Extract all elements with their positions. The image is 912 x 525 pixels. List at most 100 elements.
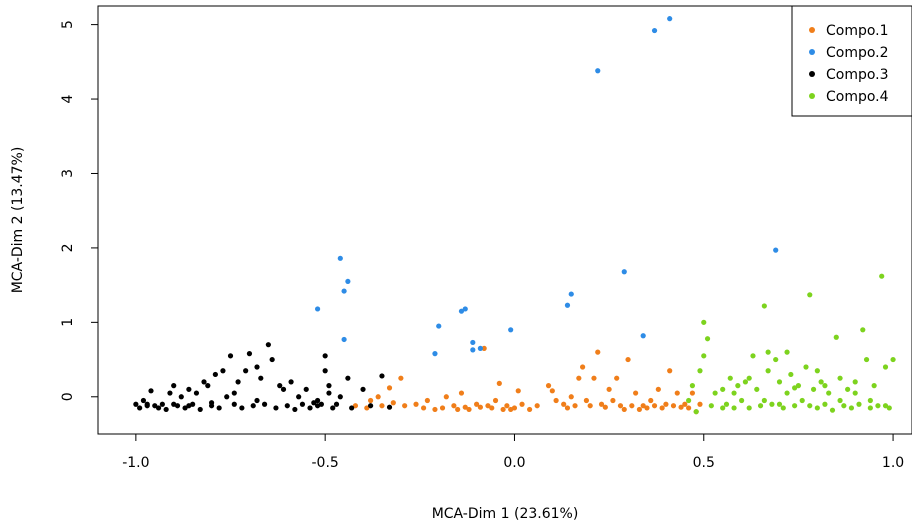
- point-compo-1: [633, 390, 639, 396]
- point-compo-1: [617, 403, 624, 409]
- point-compo-4: [829, 407, 836, 413]
- point-compo-1: [621, 406, 627, 413]
- point-compo-3: [212, 371, 218, 378]
- legend-marker: [809, 71, 815, 77]
- point-compo-4: [776, 379, 783, 385]
- point-compo-3: [186, 386, 192, 392]
- point-compo-1: [595, 349, 601, 355]
- point-compo-3: [205, 383, 211, 389]
- point-compo-1: [689, 390, 696, 396]
- point-compo-1: [515, 388, 521, 394]
- point-compo-1: [390, 400, 396, 406]
- point-compo-1: [504, 403, 510, 409]
- x-tick-label: 0.0: [503, 455, 525, 471]
- point-compo-4: [784, 349, 790, 355]
- point-compo-4: [852, 390, 858, 396]
- point-compo-4: [841, 403, 847, 409]
- point-compo-4: [845, 386, 851, 392]
- point-compo-4: [723, 401, 730, 407]
- point-compo-3: [208, 400, 215, 406]
- point-compo-4: [731, 390, 737, 396]
- point-compo-4: [882, 364, 889, 370]
- point-compo-4: [807, 292, 813, 298]
- y-tick-label: 0: [60, 392, 76, 401]
- point-compo-1: [655, 386, 661, 392]
- point-compo-2: [595, 68, 601, 74]
- point-compo-4: [765, 368, 771, 374]
- point-compo-1: [474, 401, 480, 407]
- point-compo-4: [746, 375, 752, 381]
- point-compo-1: [481, 345, 487, 351]
- point-compo-4: [822, 401, 828, 407]
- legend: Compo.1 Compo.2 Compo.3 Compo.4: [791, 5, 912, 117]
- point-compo-3: [386, 404, 393, 410]
- point-compo-4: [792, 403, 798, 409]
- x-axis: -1.0 -0.5 0.0 0.5 1.0: [122, 433, 904, 471]
- point-compo-4: [852, 379, 858, 385]
- point-compo-1: [629, 403, 635, 409]
- point-compo-3: [345, 375, 351, 381]
- point-compo-3: [148, 388, 154, 394]
- y-tick-label: 5: [60, 20, 76, 29]
- point-compo-4: [742, 379, 749, 385]
- point-compo-3: [133, 401, 139, 407]
- point-compo-1: [511, 405, 518, 411]
- point-compo-3: [152, 403, 158, 409]
- point-compo-1: [663, 401, 669, 407]
- point-compo-1: [402, 403, 408, 409]
- x-tick-label: -0.5: [311, 455, 338, 471]
- point-compo-4: [803, 364, 809, 370]
- point-compo-4: [697, 368, 703, 374]
- point-compo-3: [254, 364, 260, 370]
- point-compo-4: [863, 356, 870, 363]
- point-compo-4: [757, 403, 764, 409]
- point-compo-3: [299, 401, 306, 407]
- point-compo-2: [621, 269, 627, 275]
- point-compo-1: [572, 403, 578, 409]
- point-compo-4: [822, 383, 828, 389]
- point-compo-1: [580, 364, 586, 370]
- point-compo-2: [477, 345, 483, 351]
- point-compo-2: [432, 351, 438, 357]
- point-compo-3: [163, 406, 169, 413]
- point-compo-3: [231, 401, 237, 407]
- point-compo-4: [720, 405, 726, 411]
- point-compo-3: [261, 401, 268, 407]
- point-compo-3: [330, 405, 336, 411]
- point-compo-3: [379, 373, 385, 379]
- point-compo-3: [265, 342, 271, 348]
- point-compo-1: [636, 406, 643, 413]
- point-compo-1: [564, 405, 571, 411]
- point-compo-3: [178, 394, 184, 400]
- point-compo-3: [326, 383, 332, 389]
- point-compo-3: [277, 383, 283, 389]
- point-compo-1: [367, 397, 374, 404]
- point-compo-3: [367, 403, 374, 409]
- point-compo-4: [780, 405, 786, 411]
- point-compo-2: [470, 339, 476, 346]
- point-compo-2: [462, 306, 468, 312]
- point-compo-1: [462, 404, 468, 410]
- point-compo-1: [455, 406, 461, 413]
- point-compo-2: [314, 306, 321, 312]
- x-tick-label: 1.0: [882, 455, 904, 471]
- point-compo-4: [761, 303, 767, 309]
- point-compo-3: [318, 401, 324, 407]
- point-compo-4: [769, 401, 775, 407]
- point-compo-4: [754, 386, 760, 392]
- legend-label: Compo.2: [826, 45, 889, 61]
- point-compo-4: [701, 353, 707, 359]
- point-compo-4: [773, 356, 779, 363]
- point-compo-1: [424, 397, 430, 404]
- point-compo-1: [549, 388, 555, 394]
- point-compo-3: [201, 379, 207, 385]
- point-compo-1: [674, 390, 680, 396]
- y-axis-title: MCA-Dim 2 (13.47%): [10, 147, 26, 294]
- point-compo-4: [784, 390, 790, 396]
- point-compo-1: [496, 380, 502, 386]
- point-compo-1: [443, 394, 449, 400]
- point-compo-4: [795, 383, 802, 389]
- point-compo-3: [155, 405, 162, 411]
- point-compo-3: [182, 405, 188, 411]
